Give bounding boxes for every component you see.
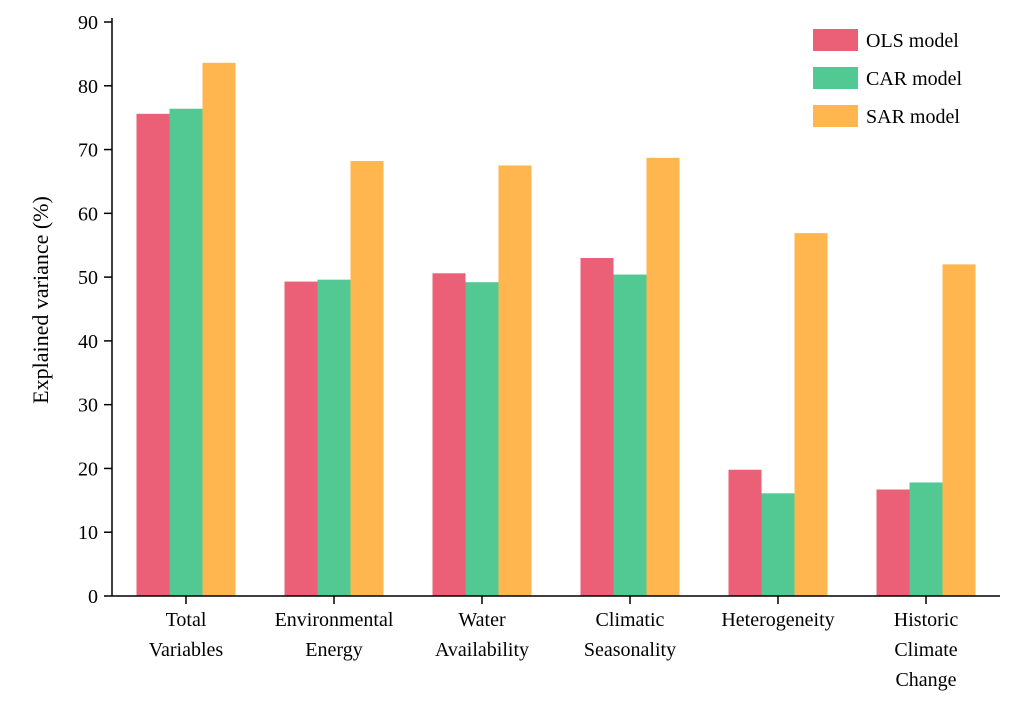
bar-car-model xyxy=(317,279,351,596)
y-tick-label: 60 xyxy=(78,203,98,225)
x-tick-label-line: Climate xyxy=(894,639,957,661)
x-tick-label-line: Total xyxy=(166,609,207,631)
x-tick-label: Heterogeneity xyxy=(721,609,834,631)
legend-swatch xyxy=(813,29,858,51)
bar-car-model xyxy=(613,274,647,596)
x-tick-label: Climatic Seasonality xyxy=(584,609,676,661)
y-tick-label: 40 xyxy=(78,331,98,353)
x-tick-label-line: Historic xyxy=(894,609,959,631)
y-tick-label: 0 xyxy=(88,586,98,608)
y-tick-label: 80 xyxy=(78,76,98,98)
x-tick-label-line: Seasonality xyxy=(584,639,676,661)
bar-ols-model xyxy=(728,469,762,596)
y-tick-label: 20 xyxy=(78,458,98,480)
bar-sar-model xyxy=(498,165,532,596)
x-tick-label: Total Variables xyxy=(149,609,224,661)
x-tick-label: Environmental Energy xyxy=(275,609,394,661)
bar-sar-model xyxy=(942,264,976,596)
bar-ols-model xyxy=(580,257,614,596)
x-tick-label: Historic Climate Change xyxy=(894,609,959,691)
x-tick-label-line: Water xyxy=(458,609,506,631)
bar-ols-model xyxy=(136,113,170,596)
legend-label: CAR model xyxy=(866,68,963,90)
y-axis: 0 10 20 30 40 50 60 70 80 90 xyxy=(78,12,113,608)
bar-car-model xyxy=(909,482,943,596)
x-tick-label-line: Availability xyxy=(435,639,529,661)
legend: OLS model CAR model SAR model xyxy=(813,29,963,128)
bar-car-model xyxy=(465,282,499,596)
bar-car-model xyxy=(169,108,203,596)
x-tick-label-line: Climatic xyxy=(596,609,665,631)
bar-sar-model xyxy=(794,233,828,597)
y-tick-label: 50 xyxy=(78,267,98,289)
legend-label: SAR model xyxy=(866,106,960,128)
bar-ols-model xyxy=(284,281,318,596)
x-tick-label-line: Change xyxy=(895,669,956,691)
bars-group xyxy=(136,62,976,597)
x-tick-label-line: Energy xyxy=(305,639,362,661)
x-tick-label: Water Availability xyxy=(435,609,529,661)
y-tick-label: 90 xyxy=(78,12,98,34)
bar-car-model xyxy=(761,493,795,596)
bar-sar-model xyxy=(350,161,384,596)
y-tick-label: 70 xyxy=(78,140,98,162)
legend-swatch xyxy=(813,105,858,127)
y-tick-label: 10 xyxy=(78,522,98,544)
bar-ols-model xyxy=(876,489,910,596)
legend-swatch xyxy=(813,67,858,89)
x-tick-label-line: Heterogeneity xyxy=(721,609,834,631)
x-axis: Total Variables Environmental Energy Water Av… xyxy=(112,595,1000,691)
bar-sar-model xyxy=(646,157,680,596)
bar-ols-model xyxy=(432,273,466,596)
x-tick-label-line: Variables xyxy=(149,639,224,661)
y-tick-label: 30 xyxy=(78,395,98,417)
x-tick-label-line: Environmental xyxy=(275,609,394,631)
bar-sar-model xyxy=(202,62,236,597)
y-axis-title: Explained variance (%) xyxy=(28,196,53,404)
legend-label: OLS model xyxy=(866,30,959,52)
